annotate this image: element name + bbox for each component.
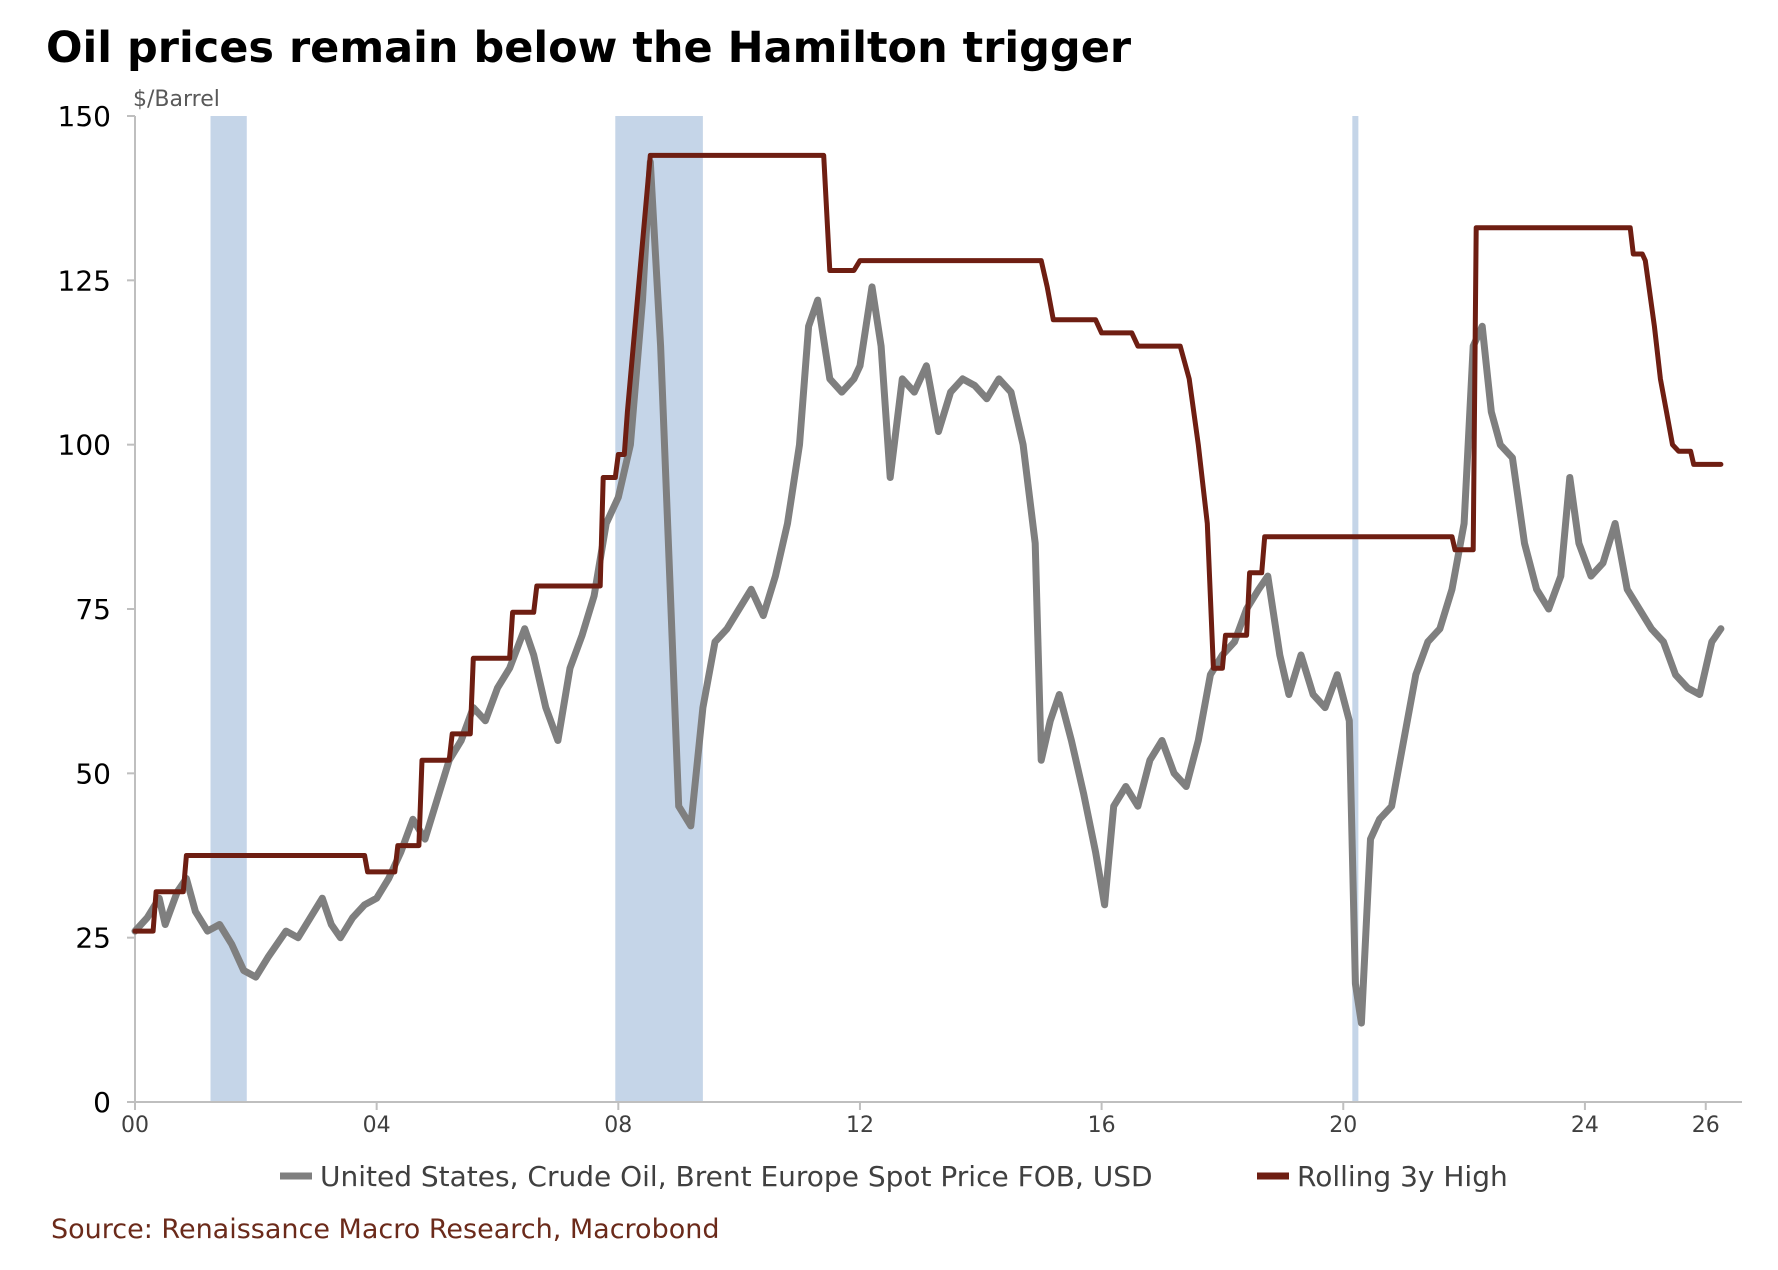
x-tick-label: 04 bbox=[363, 1113, 391, 1138]
series-lines bbox=[131, 152, 1725, 1027]
legend-label-rolling-high: Rolling 3y High bbox=[1297, 1160, 1508, 1193]
x-tick-label: 20 bbox=[1329, 1113, 1357, 1138]
chart-title: Oil prices remain below the Hamilton tri… bbox=[46, 23, 1132, 73]
y-tick-label: 50 bbox=[75, 757, 111, 790]
y-tick-label: 75 bbox=[75, 593, 111, 626]
x-tick-label: 00 bbox=[121, 1113, 149, 1138]
recession-bands bbox=[210, 116, 1359, 1102]
x-tick-label: 24 bbox=[1571, 1113, 1599, 1138]
x-tick-label: 12 bbox=[846, 1113, 874, 1138]
y-axis-unit-label: $/Barrel bbox=[133, 87, 220, 112]
y-axis-ticks: 0 25 50 75 100 125 150 bbox=[58, 100, 135, 1119]
y-tick-label: 125 bbox=[58, 264, 111, 297]
source-note: Source: Renaissance Macro Research, Macr… bbox=[51, 1214, 720, 1245]
legend: United States, Crude Oil, Brent Europe S… bbox=[280, 1160, 1508, 1193]
recession-band-0 bbox=[210, 116, 247, 1102]
legend-label-brent: United States, Crude Oil, Brent Europe S… bbox=[320, 1160, 1153, 1193]
y-tick-label: 100 bbox=[58, 429, 111, 462]
x-tick-label: 26 bbox=[1692, 1113, 1720, 1138]
y-tick-label: 0 bbox=[93, 1086, 111, 1119]
x-tick-label: 16 bbox=[1088, 1113, 1116, 1138]
y-tick-label: 150 bbox=[58, 100, 111, 133]
recession-band-2 bbox=[1352, 116, 1359, 1102]
rolling-3y-high-line bbox=[132, 152, 1724, 934]
axes bbox=[134, 116, 1742, 1103]
brent-price-line bbox=[131, 158, 1725, 1027]
x-tick-label: 08 bbox=[604, 1113, 632, 1138]
x-axis-ticks: 00 04 08 12 16 20 24 26 bbox=[121, 1102, 1720, 1138]
y-tick-label: 25 bbox=[75, 922, 111, 955]
